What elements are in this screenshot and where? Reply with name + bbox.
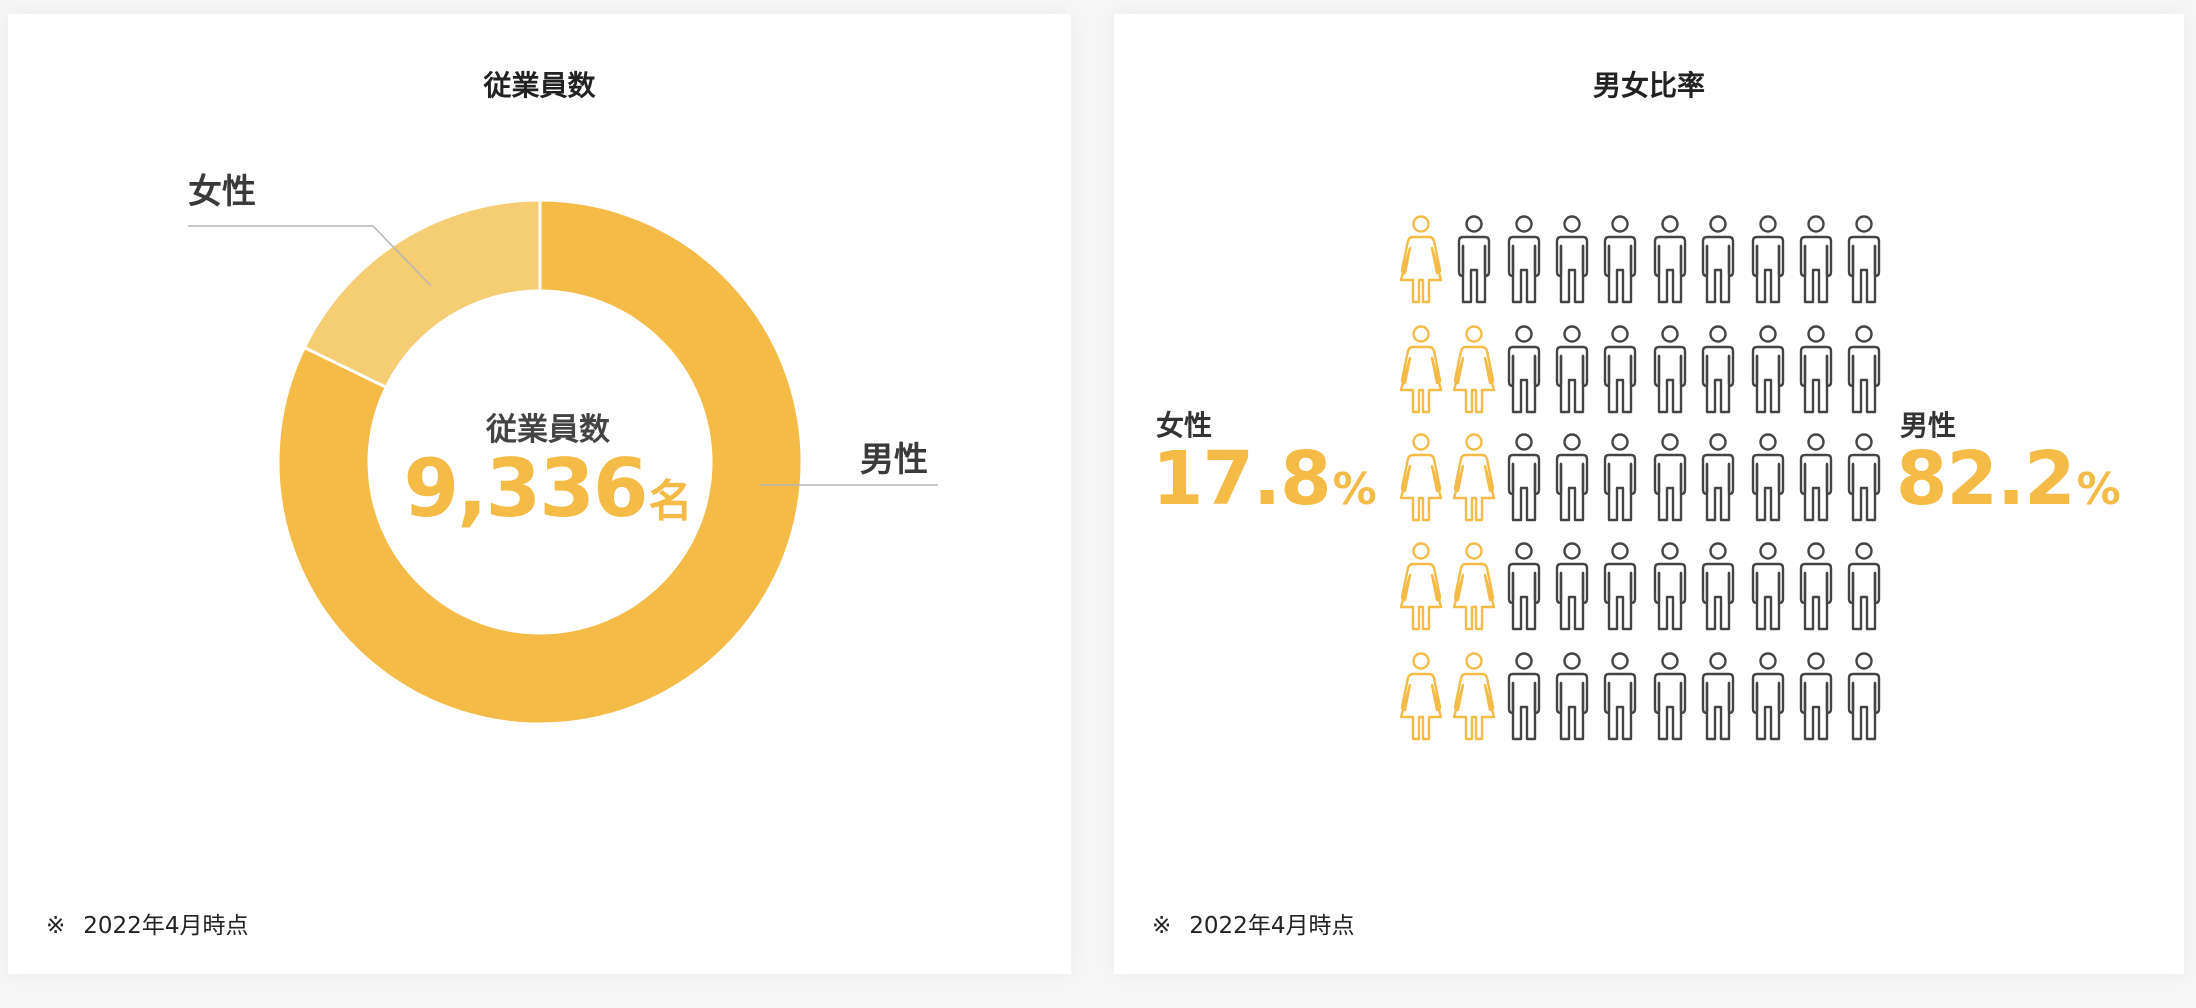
female-callout-label: 女性 — [188, 172, 256, 212]
female-person-icon — [1452, 542, 1496, 631]
male-person-icon — [1653, 215, 1687, 304]
male-ratio-number: 82.2 — [1896, 436, 2076, 522]
female-ratio-unit: % — [1332, 464, 1377, 515]
male-person-icon — [1751, 325, 1785, 414]
male-person-icon — [1603, 542, 1637, 631]
male-person-icon — [1799, 542, 1833, 631]
male-person-icon — [1799, 215, 1833, 304]
male-person-icon — [1603, 433, 1637, 522]
male-person-icon — [1847, 325, 1881, 414]
female-person-icon — [1399, 542, 1443, 631]
male-ratio-value: 82.2% — [1896, 436, 2121, 522]
male-person-icon — [1507, 652, 1541, 741]
male-person-icon — [1555, 433, 1589, 522]
employee-count-footnote: ※ 2022年4月時点 — [46, 906, 248, 940]
female-person-icon — [1452, 433, 1496, 522]
male-person-icon — [1751, 542, 1785, 631]
male-person-icon — [1799, 433, 1833, 522]
male-person-icon — [1701, 325, 1735, 414]
male-person-icon — [1555, 325, 1589, 414]
male-person-icon — [1653, 652, 1687, 741]
male-person-icon — [1799, 325, 1833, 414]
male-person-icon — [1603, 215, 1637, 304]
female-person-icon — [1399, 215, 1443, 304]
footnote-mark: ※ — [46, 913, 66, 939]
male-person-icon — [1751, 215, 1785, 304]
male-person-icon — [1653, 325, 1687, 414]
male-person-icon — [1603, 325, 1637, 414]
footnote-mark: ※ — [1152, 913, 1172, 939]
female-person-icon — [1452, 325, 1496, 414]
male-person-icon — [1701, 652, 1735, 741]
people-pictogram — [1399, 215, 1881, 741]
male-person-icon — [1653, 433, 1687, 522]
male-person-icon — [1555, 215, 1589, 304]
male-person-icon — [1751, 652, 1785, 741]
female-ratio-number: 17.8 — [1152, 436, 1332, 522]
gender-ratio-card: 男女比率 女性 17.8% 男性 82.2% ※ 2022年4月時点 — [1114, 14, 2184, 974]
employee-count-unit: 名 — [648, 476, 693, 527]
male-person-icon — [1847, 652, 1881, 741]
male-person-icon — [1555, 652, 1589, 741]
donut-center-value: 9,336名 — [338, 442, 758, 535]
donut-center-label: 従業員数 — [486, 412, 610, 448]
male-person-icon — [1799, 652, 1833, 741]
female-person-icon — [1399, 433, 1443, 522]
male-person-icon — [1507, 433, 1541, 522]
male-person-icon — [1653, 542, 1687, 631]
male-person-icon — [1555, 542, 1589, 631]
employee-count-card: 従業員数 女性 男性 従業員数 9,336名 ※ 2022年4月時点 — [8, 14, 1071, 974]
male-person-icon — [1751, 433, 1785, 522]
male-person-icon — [1847, 542, 1881, 631]
donut-chart — [188, 198, 938, 726]
male-person-icon — [1701, 433, 1735, 522]
employee-count-value: 9,336 — [403, 442, 648, 535]
female-ratio-label: 女性 — [1156, 409, 1213, 442]
female-person-icon — [1399, 325, 1443, 414]
donut-slice-female — [302, 198, 542, 390]
female-ratio-value: 17.8% — [1152, 436, 1377, 522]
female-person-icon — [1452, 652, 1496, 741]
male-ratio-unit: % — [2076, 464, 2121, 515]
male-person-icon — [1507, 215, 1541, 304]
male-callout-label: 男性 — [860, 440, 928, 480]
male-person-icon — [1603, 652, 1637, 741]
male-person-icon — [1847, 215, 1881, 304]
gender-ratio-title: 男女比率 — [1592, 69, 1705, 102]
male-person-icon — [1847, 433, 1881, 522]
gender-ratio-footnote: ※ 2022年4月時点 — [1152, 906, 1354, 940]
footnote-text: 2022年4月時点 — [83, 913, 249, 939]
employee-count-title: 従業員数 — [483, 69, 596, 102]
female-person-icon — [1399, 652, 1443, 741]
male-person-icon — [1701, 215, 1735, 304]
male-person-icon — [1701, 542, 1735, 631]
male-ratio-label: 男性 — [1900, 409, 1957, 442]
male-person-icon — [1457, 215, 1491, 304]
male-person-icon — [1507, 542, 1541, 631]
donut-slice-male — [276, 198, 804, 726]
male-person-icon — [1507, 325, 1541, 414]
female-leader-line-diagonal — [372, 225, 432, 287]
footnote-text: 2022年4月時点 — [1189, 913, 1355, 939]
